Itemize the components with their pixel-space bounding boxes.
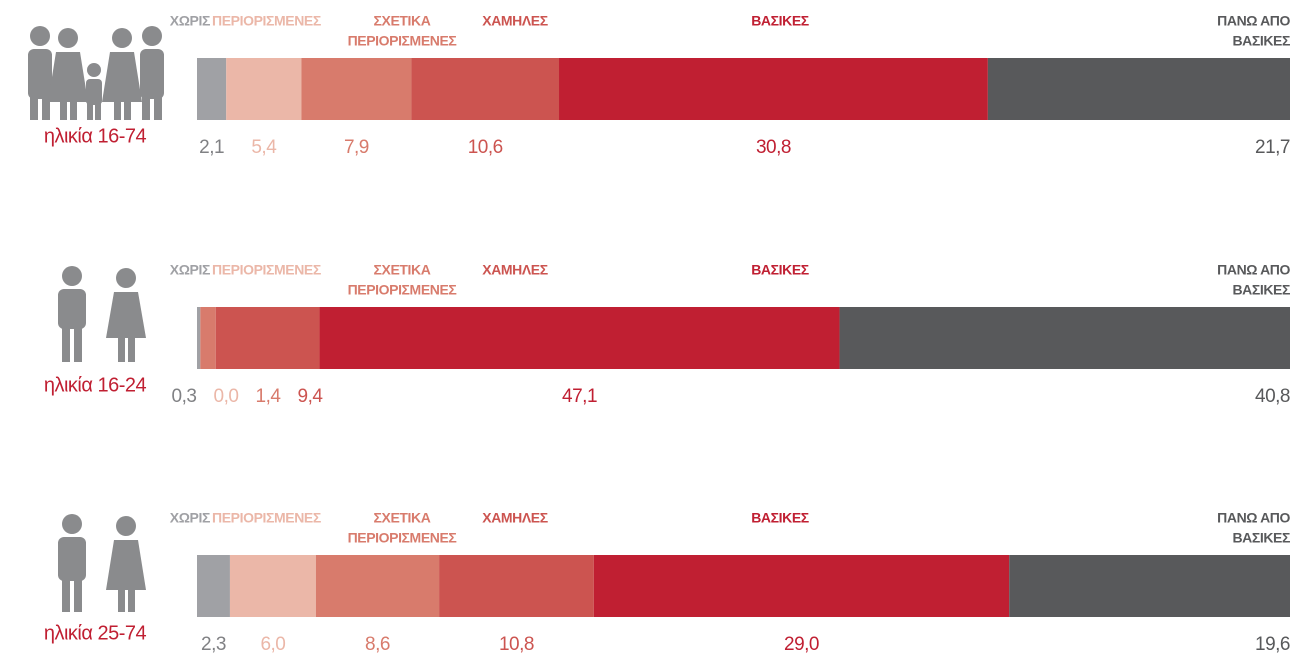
value-label: 21,7 [1255, 137, 1290, 158]
segment-label: ΠΕΡΙΟΡΙΣΜΕΝΕΣ [348, 530, 457, 546]
segment-label: ΠΕΡΙΟΡΙΣΜΕΝΕΣ [348, 282, 457, 298]
bar-segment [229, 555, 316, 617]
value-label: 7,9 [344, 137, 369, 158]
value-label: 8,6 [365, 634, 390, 655]
segment-label: ΧΩΡΙΣ [170, 262, 210, 278]
segment-label: ΣΧΕΤΙΚΑ [374, 13, 431, 29]
segment-label: ΣΧΕΤΙΚΑ [374, 262, 431, 278]
value-label: 6,0 [260, 634, 285, 655]
value-label: 30,8 [756, 137, 791, 158]
bar-segment [301, 58, 412, 120]
value-label: 2,1 [199, 137, 224, 158]
segment-label: ΠΕΡΙΟΡΙΣΜΕΝΕΣ [212, 13, 321, 29]
adult-icon [58, 514, 146, 612]
value-label: 1,4 [256, 386, 282, 407]
value-label: 19,6 [1255, 634, 1290, 655]
row-label: ηλικία 16-74 [44, 125, 147, 147]
segment-label: ΠΕΡΙΟΡΙΣΜΕΝΕΣ [212, 510, 321, 526]
segment-label: ΧΑΜΗΛΕΣ [482, 510, 548, 526]
segment-label: ΒΑΣΙΚΕΣ [1232, 282, 1290, 298]
segment-label: ΒΑΣΙΚΕΣ [1232, 530, 1290, 546]
row-label: ηλικία 16-24 [44, 374, 147, 396]
segment-label: ΣΧΕΤΙΚΑ [374, 510, 431, 526]
bar-segment [215, 307, 320, 369]
value-label: 40,8 [1255, 386, 1290, 407]
segment-label: ΠΑΝΩ ΑΠΟ [1217, 510, 1290, 526]
segment-label: ΒΑΣΙΚΕΣ [1232, 33, 1290, 49]
bar-segment [197, 307, 201, 369]
segment-label: ΒΑΣΙΚΕΣ [751, 262, 809, 278]
bar-segment [226, 58, 302, 120]
bar-segment [319, 307, 840, 369]
segment-label: ΧΑΜΗΛΕΣ [482, 13, 548, 29]
segment-label: ΠΕΡΙΟΡΙΣΜΕΝΕΣ [212, 262, 321, 278]
value-label: 2,3 [201, 634, 226, 655]
bar-segment [559, 58, 988, 120]
segment-label: ΒΑΣΙΚΕΣ [751, 510, 809, 526]
segment-label: ΒΑΣΙΚΕΣ [751, 13, 809, 29]
value-label: 0,0 [214, 386, 239, 407]
bar-segment [987, 58, 1290, 120]
segment-label: ΠΑΝΩ ΑΠΟ [1217, 262, 1290, 278]
value-label: 47,1 [562, 386, 597, 407]
bar-segment [200, 307, 216, 369]
value-label: 0,3 [172, 386, 197, 407]
value-label: 9,4 [298, 386, 324, 407]
segment-label: ΠΕΡΙΟΡΙΣΜΕΝΕΣ [348, 33, 457, 49]
value-label: 5,4 [251, 137, 277, 158]
bar-segment [1009, 555, 1290, 617]
bar-segment [315, 555, 440, 617]
family-icon [28, 26, 164, 120]
segment-label: ΧΩΡΙΣ [170, 13, 210, 29]
bar-segment [839, 307, 1290, 369]
segment-label: ΧΑΜΗΛΕΣ [482, 262, 548, 278]
bar-segment [197, 555, 230, 617]
value-label: 10,6 [468, 137, 503, 158]
segment-label: ΧΩΡΙΣ [170, 510, 210, 526]
bar-segment [439, 555, 594, 617]
bar-segment [411, 58, 560, 120]
value-label: 10,8 [499, 634, 534, 655]
bar-segment [593, 555, 1010, 617]
value-label: 29,0 [784, 634, 819, 655]
youth-icon [58, 266, 146, 362]
segment-label: ΠΑΝΩ ΑΠΟ [1217, 13, 1290, 29]
bar-segment [197, 58, 227, 120]
row-label: ηλικία 25-74 [44, 622, 147, 644]
